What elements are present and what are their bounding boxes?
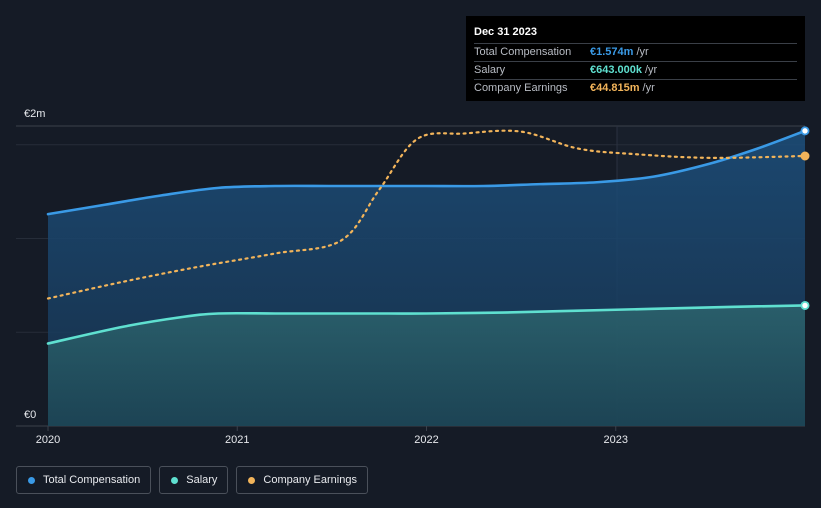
y-tick-label: €0 <box>24 409 36 421</box>
area-fills <box>48 130 805 426</box>
x-tick-label: 2021 <box>225 434 249 446</box>
tooltip-value: €1.574m <box>590 46 634 58</box>
legend-dot-icon <box>171 476 179 484</box>
tooltip-row-total-compensation: Total Compensation €1.574m /yr <box>474 44 797 62</box>
y-axis: €2m €0 <box>24 108 45 421</box>
tooltip-value: €643.000k <box>590 64 642 76</box>
tooltip-unit: /yr <box>645 64 658 76</box>
legend-label: Salary <box>186 474 218 486</box>
tooltip-row-company-earnings: Company Earnings €44.815m /yr <box>474 80 797 97</box>
legend-salary[interactable]: Salary <box>159 466 229 494</box>
total-compensation-line <box>46 129 807 216</box>
y-tick-label: €2m <box>24 108 45 120</box>
company-earnings-endpoint <box>800 151 810 161</box>
tooltip-date: Dec 31 2023 <box>474 24 797 44</box>
tooltip-label: Company Earnings <box>474 82 568 94</box>
x-axis: 2020 2021 2022 2023 <box>36 426 628 446</box>
legend-dot-icon <box>248 476 256 484</box>
x-tick-label: 2022 <box>414 434 438 446</box>
tooltip-label: Salary <box>474 64 506 76</box>
x-tick-label: 2023 <box>604 434 628 446</box>
legend-label: Total Compensation <box>43 474 141 486</box>
tooltip-unit: /yr <box>636 46 649 58</box>
series-lines <box>46 129 807 345</box>
legend-label: Company Earnings <box>263 474 357 486</box>
tooltip-unit: /yr <box>642 82 655 94</box>
salary-line <box>46 304 807 345</box>
x-tick-label: 2020 <box>36 434 60 446</box>
legend: Total Compensation Salary Company Earnin… <box>16 466 368 494</box>
legend-company-earnings[interactable]: Company Earnings <box>236 466 368 494</box>
salary-area <box>48 305 805 426</box>
series-endpoints <box>800 126 810 310</box>
tooltip-value: €44.815m <box>590 82 640 94</box>
legend-dot-icon <box>28 476 35 484</box>
tooltip-label: Total Compensation <box>474 46 572 58</box>
total-compensation-endpoint <box>800 126 810 136</box>
salary-endpoint <box>800 300 810 310</box>
company-earnings-line <box>46 129 807 300</box>
legend-total-compensation[interactable]: Total Compensation <box>16 466 152 494</box>
tooltip: Dec 31 2023 Total Compensation €1.574m /… <box>466 16 805 101</box>
tooltip-row-salary: Salary €643.000k /yr <box>474 62 797 80</box>
